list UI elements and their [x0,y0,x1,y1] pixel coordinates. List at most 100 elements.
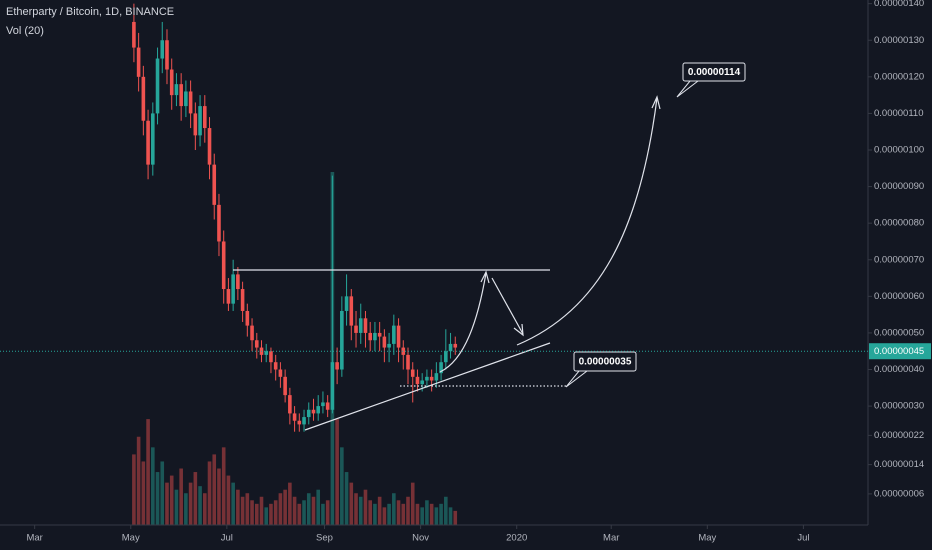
volume-bar [245,493,250,525]
volume-bar [226,475,231,525]
y-tick-label: 0.00000006 [874,488,924,499]
volume-bar [155,472,160,525]
candle-body [387,343,391,348]
volume-bar [387,503,391,525]
volume-bar [254,503,259,525]
last-price-tag [869,343,931,360]
volume-label: Vol (20) [6,25,44,37]
volume-bar [207,461,212,525]
candle-body [169,69,174,96]
x-tick-label: Nov [412,533,429,544]
x-tick-label: Mar [603,533,619,544]
candle-body [165,40,169,70]
volume-bar [401,503,406,525]
callout-text: 0.00000114 [688,67,741,78]
y-tick-label: 0.00000070 [874,254,924,265]
volume-bar [198,486,202,525]
candle-body [444,351,448,363]
volume-bar [160,461,165,525]
volume-bar [302,500,306,525]
candle-body [325,402,330,410]
volume-bar [179,468,183,525]
candle-body [373,332,377,341]
arrow-line [491,277,524,335]
candle-body [174,84,179,96]
volume-bar [448,507,453,525]
candle-body [193,113,198,136]
volume-bar [368,500,372,525]
volume-bar [184,493,188,525]
y-tick-label: 0.00000140 [874,0,924,9]
candle-body [217,204,221,242]
candle-body [202,106,207,129]
y-tick-label: 0.00000040 [874,364,924,375]
volume-bar [335,419,339,525]
candle-body [377,332,382,337]
candle-body [278,369,283,377]
volume-bar [349,482,354,525]
volume-bar [363,489,368,525]
trend-line [304,342,551,431]
volume-bar [344,472,349,525]
volume-bar [373,503,377,525]
candle-body [240,289,245,311]
candle-body [316,406,321,414]
x-tick-label: 2020 [506,533,527,544]
candle-body [146,120,150,165]
x-tick-label: Jul [797,533,809,544]
candle-body [297,420,302,425]
candle-body [396,325,401,348]
volume-bar [250,500,254,525]
candle-body [141,76,146,121]
volume-bar [273,500,278,525]
candle-body [198,106,202,136]
candle-body [382,336,387,348]
volume-bar [136,436,141,525]
volume-bar [288,482,292,525]
volume-bar [283,489,287,525]
candle-body [311,409,316,414]
candle-body [221,241,226,290]
candle-body [136,47,141,77]
y-tick-label: 0.00000060 [874,291,924,302]
candle-body [415,376,420,385]
y-tick-label: 0.00000120 [874,71,924,82]
volume-bar [231,482,235,525]
candle-body [425,376,429,381]
y-tick-label: 0.00000100 [874,145,924,156]
candle-body [354,325,358,333]
candle-body [184,91,188,107]
callout-box [573,351,637,372]
candle-body [264,351,269,355]
volume-bar [259,496,264,525]
candle-body [340,310,344,370]
volume-bar [453,510,458,525]
candle-body [321,402,325,407]
candle-body [132,21,136,48]
candle-body [207,128,212,165]
time-axis-panel [0,525,932,550]
candle-body [212,164,217,205]
candle-body [292,413,297,421]
volume-bar [169,475,174,525]
candle-body [231,274,235,304]
candle-body [236,274,240,290]
volume-bar [425,500,429,525]
y-tick-label: 0.00000030 [874,401,924,412]
arrow-head [513,323,524,337]
volume-bar [377,496,382,525]
chart-title: Etherparty / Bitcoin, 1D, BINANCE [6,6,174,18]
volume-bar [202,493,207,525]
y-tick-label: 0.00000050 [874,327,924,338]
candle-body [250,325,254,341]
volume-bar [415,503,420,525]
volume-bar [174,489,179,525]
arrow-curve [439,272,487,373]
x-tick-label: Mar [26,533,42,544]
x-tick-label: Sep [316,533,333,544]
volume-bar [292,496,297,525]
arrow-curve [516,97,658,346]
